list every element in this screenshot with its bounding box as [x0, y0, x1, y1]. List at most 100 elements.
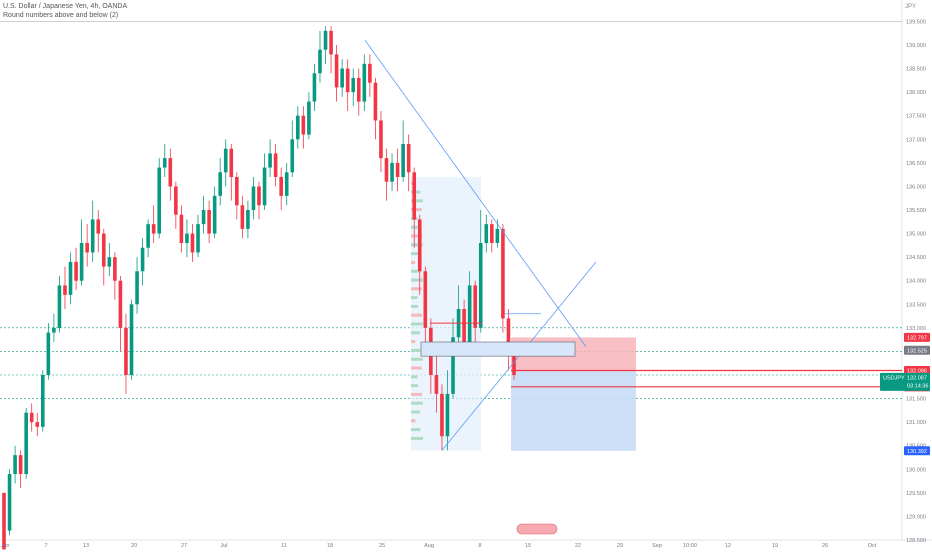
volume-profile-bar — [411, 375, 418, 379]
candle-body — [307, 101, 311, 135]
x-tick-label: 26 — [822, 543, 828, 549]
candle-body — [423, 271, 428, 328]
candle-body — [345, 68, 350, 93]
y-tick-label: 130.000 — [906, 467, 926, 473]
legend-title: U.S. Dollar / Japanese Yen, 4h, OANDA — [3, 3, 128, 10]
volume-profile-bar — [411, 199, 423, 203]
candle-body — [7, 474, 12, 531]
candle-body — [218, 172, 222, 196]
currency-label: JPY — [904, 4, 916, 10]
candle-body — [262, 167, 267, 206]
candle-body — [18, 455, 23, 474]
candle-body — [312, 73, 317, 102]
candle-body — [478, 243, 483, 328]
candle-body — [207, 210, 211, 234]
candle-body — [240, 205, 245, 229]
price-label-bg — [904, 345, 930, 355]
candle-body — [390, 162, 394, 182]
candle-body — [318, 49, 322, 74]
x-tick-label: 7 — [44, 543, 47, 549]
x-tick-label: 25 — [379, 543, 385, 549]
candle-body — [273, 153, 278, 177]
x-tick-label: 12 — [725, 543, 731, 549]
order-block — [420, 341, 576, 357]
volume-profile-bar — [411, 243, 423, 247]
candle-body — [356, 78, 361, 102]
price-label-bg — [904, 365, 930, 375]
current-price-tag — [880, 372, 930, 391]
y-tick-label: 131.500 — [906, 397, 926, 403]
volume-profile-bar — [411, 287, 422, 291]
candle-body — [379, 120, 383, 159]
volume-profile-bar — [411, 419, 416, 423]
candle-body — [251, 186, 256, 210]
x-tick-label: 19 — [772, 543, 778, 549]
candle-body — [451, 337, 455, 394]
candle-body — [301, 115, 306, 135]
candle-body — [246, 210, 250, 229]
x-tick-label: 20 — [131, 543, 137, 549]
price-label-bg — [904, 332, 930, 342]
price-label: 132.797 — [907, 335, 927, 341]
candle-body — [406, 144, 411, 173]
volume-profile-bar — [411, 331, 420, 335]
candle-body — [2, 492, 6, 550]
candle-body — [395, 162, 400, 177]
y-tick-label: 129.500 — [906, 491, 926, 497]
candle-body — [501, 228, 505, 319]
candle-body — [473, 285, 477, 328]
volume-profile-bar — [411, 392, 423, 396]
candle-body — [68, 261, 73, 295]
candle-body — [174, 186, 178, 215]
candle-body — [57, 285, 62, 328]
y-tick-label: 136.000 — [906, 184, 926, 190]
candle-body — [101, 233, 106, 267]
y-tick-label: 135.000 — [906, 232, 926, 238]
legend-indicator: Round numbers above and below (2) — [3, 12, 119, 19]
event-markers — [516, 523, 558, 535]
candle-body — [368, 63, 372, 83]
volume-profile-bar — [411, 436, 423, 440]
candle-body — [151, 224, 156, 234]
x-tick-label: 8 — [478, 543, 481, 549]
candle-body — [185, 233, 189, 243]
price-label: 132.525 — [907, 348, 927, 354]
candle-body — [29, 412, 34, 423]
y-tick-label: 139.500 — [906, 19, 926, 25]
x-tick-label: 10:00 — [683, 543, 697, 549]
y-tick-label: 129.000 — [906, 514, 926, 520]
candle-body — [124, 327, 128, 375]
candle-body — [506, 318, 511, 357]
y-tick-label: 134.500 — [906, 255, 926, 261]
candle-body — [323, 30, 328, 50]
volume-profile-bar — [411, 304, 418, 308]
volume-profile-bar — [411, 313, 423, 317]
candle-body — [412, 172, 417, 220]
x-tick-label: 27 — [181, 543, 187, 549]
candle-body — [13, 455, 17, 474]
candle-body — [440, 393, 444, 437]
countdown: 03:14:36 — [907, 383, 928, 389]
candle-body — [373, 82, 378, 121]
candle-body — [113, 257, 117, 281]
y-tick-label: 133.000 — [906, 326, 926, 332]
candle-body — [434, 375, 439, 394]
candle-body — [401, 144, 405, 177]
candle-body — [162, 158, 167, 168]
y-tick-label: 138.500 — [906, 67, 926, 73]
candle-body — [201, 210, 206, 225]
price-label: 132.096 — [907, 368, 927, 374]
take-profit-zone — [511, 370, 636, 451]
candle-body — [168, 158, 173, 187]
candle-body — [445, 393, 450, 437]
candle-body — [512, 356, 516, 375]
candle-body — [212, 195, 217, 234]
price-label-bg — [904, 446, 930, 456]
current-price: 132.087 — [907, 375, 927, 381]
candle-body — [52, 327, 56, 333]
candle-body — [490, 224, 494, 243]
volume-profile-bar — [411, 357, 423, 361]
y-tick-label: 133.500 — [906, 302, 926, 308]
